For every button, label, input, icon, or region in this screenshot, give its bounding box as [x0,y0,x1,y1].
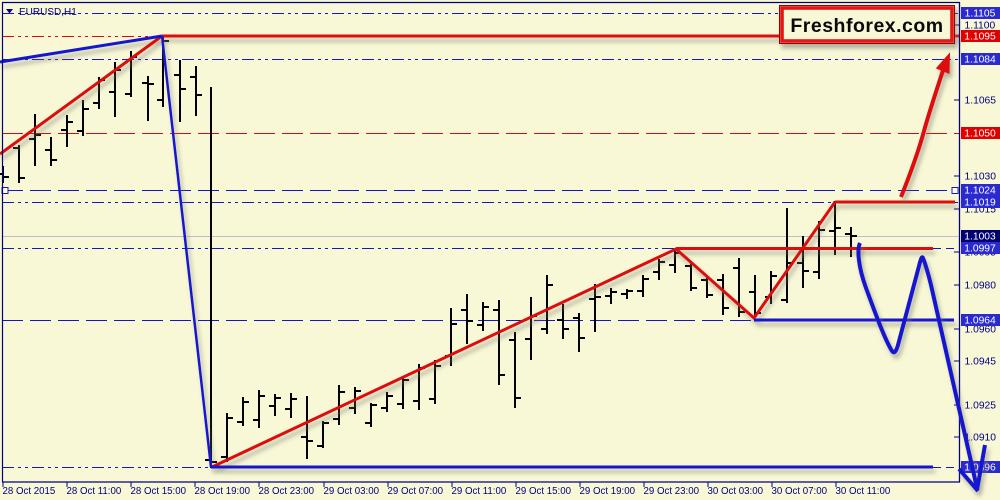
svg-text:29 Oct 11:00: 29 Oct 11:00 [452,486,507,497]
svg-text:1.1105: 1.1105 [965,9,996,20]
svg-text:1.0997: 1.0997 [964,244,996,255]
svg-text:1.1084: 1.1084 [964,55,996,66]
svg-text:28 Oct 11:00: 28 Oct 11:00 [67,486,122,497]
svg-text:28 Oct 2015: 28 Oct 2015 [3,486,56,497]
svg-text:1.0910: 1.0910 [965,433,997,444]
svg-text:1.1100: 1.1100 [965,21,996,32]
svg-text:28 Oct 23:00: 28 Oct 23:00 [259,486,315,497]
svg-text:1.1015: 1.1015 [965,205,997,216]
svg-text:1.1024: 1.1024 [964,186,996,197]
svg-text:1.0925: 1.0925 [965,401,997,412]
svg-text:1.1065: 1.1065 [965,96,997,107]
svg-text:30 Oct 03:00: 30 Oct 03:00 [708,486,764,497]
svg-text:29 Oct 03:00: 29 Oct 03:00 [324,486,380,497]
svg-text:1.1050: 1.1050 [964,129,996,140]
svg-text:30 Oct 11:00: 30 Oct 11:00 [836,486,891,497]
svg-text:1.0964: 1.0964 [964,316,996,327]
svg-text:29 Oct 15:00: 29 Oct 15:00 [516,486,572,497]
svg-text:1.1019: 1.1019 [964,198,996,209]
svg-text:1.0980: 1.0980 [965,281,997,292]
svg-text:29 Oct 07:00: 29 Oct 07:00 [388,486,444,497]
svg-text:30 Oct 07:00: 30 Oct 07:00 [772,486,828,497]
svg-text:Freshforex.com: Freshforex.com [790,15,943,37]
svg-text:29 Oct 19:00: 29 Oct 19:00 [580,486,636,497]
svg-text:1.0960: 1.0960 [965,325,997,336]
svg-text:1.1003: 1.1003 [964,232,996,243]
svg-text:1.1030: 1.1030 [965,172,997,183]
svg-text:29 Oct 23:00: 29 Oct 23:00 [644,486,700,497]
svg-text:28 Oct 15:00: 28 Oct 15:00 [131,486,187,497]
svg-text:EURUSD,H1: EURUSD,H1 [19,7,77,18]
svg-text:28 Oct 19:00: 28 Oct 19:00 [195,486,251,497]
svg-text:1.1095: 1.1095 [964,32,996,43]
svg-text:1.0945: 1.0945 [965,357,997,368]
